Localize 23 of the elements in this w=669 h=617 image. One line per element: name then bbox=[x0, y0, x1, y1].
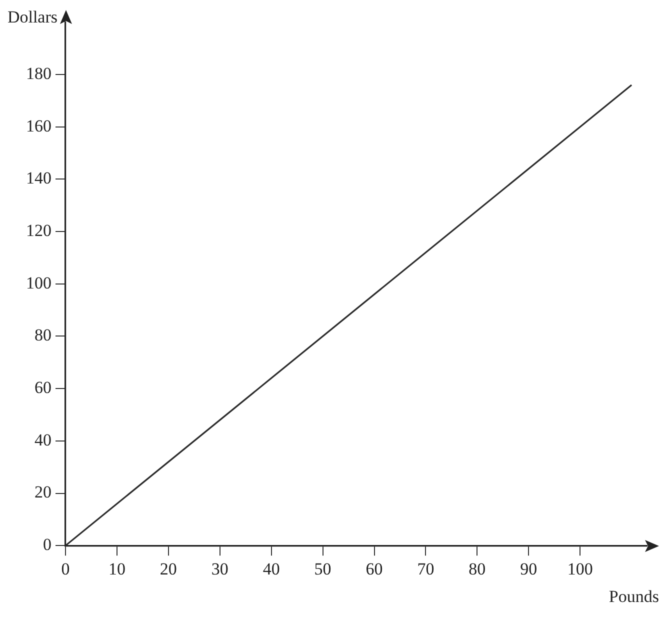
x-tick-label: 0 bbox=[61, 559, 70, 578]
y-tick-label: 180 bbox=[26, 64, 52, 84]
x-tick-label: 80 bbox=[468, 559, 486, 578]
x-tick-label: 30 bbox=[211, 559, 228, 578]
x-tick-label: 70 bbox=[417, 559, 434, 578]
y-tick-label: 60 bbox=[34, 378, 52, 398]
x-tick-label: 90 bbox=[520, 559, 538, 578]
x-tick-label: 100 bbox=[567, 559, 593, 578]
x-tick-label: 40 bbox=[262, 559, 280, 578]
y-axis-title: Dollars bbox=[7, 8, 58, 27]
y-tick-label: 40 bbox=[34, 430, 52, 450]
y-tick-label: 140 bbox=[26, 168, 52, 188]
y-tick-label: 120 bbox=[26, 221, 52, 240]
x-tick-label: 60 bbox=[366, 559, 383, 578]
y-tick-label: 80 bbox=[34, 326, 52, 345]
x-tick-label: 20 bbox=[160, 559, 177, 578]
y-tick-label: 100 bbox=[26, 273, 52, 292]
x-tick-label: 10 bbox=[108, 559, 126, 578]
x-axis-title: Pounds bbox=[608, 586, 659, 606]
y-tick-label: 20 bbox=[34, 482, 52, 502]
y-tick-label: 0 bbox=[43, 535, 52, 554]
y-tick-label: 160 bbox=[26, 116, 52, 136]
x-tick-label: 50 bbox=[314, 559, 332, 578]
